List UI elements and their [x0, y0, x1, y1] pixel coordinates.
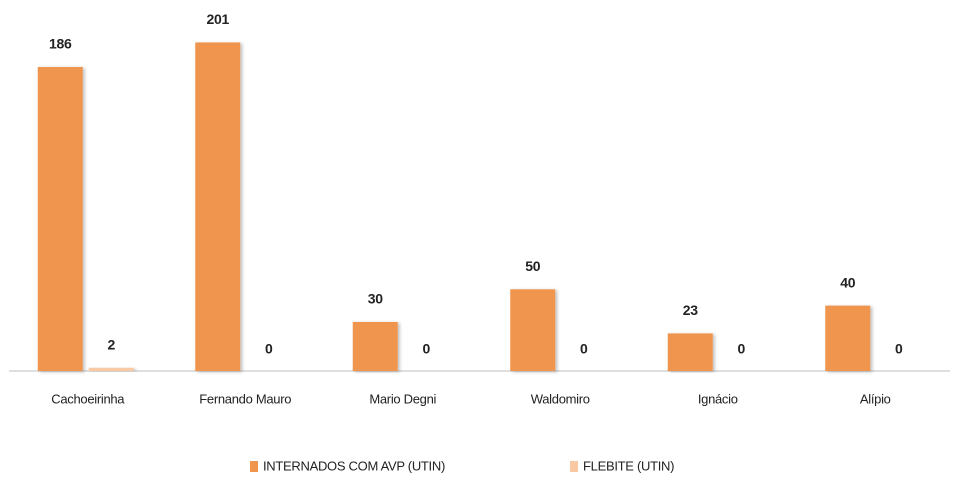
data-label: 0: [265, 341, 273, 357]
data-label: 40: [840, 274, 855, 290]
bar: [510, 289, 556, 371]
bar: [352, 321, 398, 371]
data-label: 0: [580, 341, 588, 357]
x-tick-label: Cachoeirinha: [51, 391, 125, 406]
x-tick-label: Ignácio: [698, 391, 738, 406]
bar: [37, 66, 83, 371]
data-label: 0: [738, 341, 746, 357]
data-label: 23: [683, 302, 698, 318]
data-label: 0: [895, 341, 903, 357]
legend-label: INTERNADOS COM AVP (UTIN): [263, 458, 445, 473]
data-label: 2: [108, 336, 116, 352]
data-label: 50: [525, 258, 540, 274]
x-tick-label: Alípio: [860, 391, 891, 406]
x-tick-label: Waldomiro: [531, 391, 590, 406]
legend-label: FLEBITE (UTIN): [583, 458, 674, 473]
x-tick-label: Mario Degni: [369, 391, 436, 406]
data-label: 0: [423, 341, 431, 357]
bar: [667, 333, 713, 371]
bar: [195, 42, 241, 372]
bar: [825, 305, 871, 371]
x-tick-label: Fernando Mauro: [199, 391, 291, 406]
data-label: 201: [207, 11, 230, 27]
bar: [88, 367, 134, 371]
data-label: 30: [368, 291, 383, 307]
data-label: 186: [49, 36, 72, 52]
legend-swatch: [250, 461, 258, 472]
legend-swatch: [570, 461, 578, 472]
